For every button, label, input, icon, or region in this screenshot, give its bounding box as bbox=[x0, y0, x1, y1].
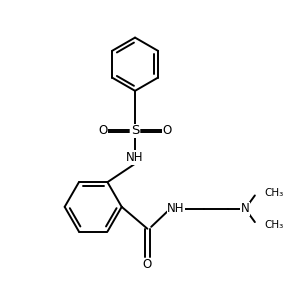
Text: O: O bbox=[163, 124, 172, 137]
Text: NH: NH bbox=[167, 202, 185, 215]
Text: O: O bbox=[143, 258, 152, 271]
Text: O: O bbox=[98, 124, 107, 137]
Text: CH₃: CH₃ bbox=[264, 187, 284, 198]
Text: NH: NH bbox=[126, 151, 144, 164]
Text: CH₃: CH₃ bbox=[264, 220, 284, 230]
Text: S: S bbox=[131, 124, 139, 137]
Text: N: N bbox=[241, 202, 250, 215]
